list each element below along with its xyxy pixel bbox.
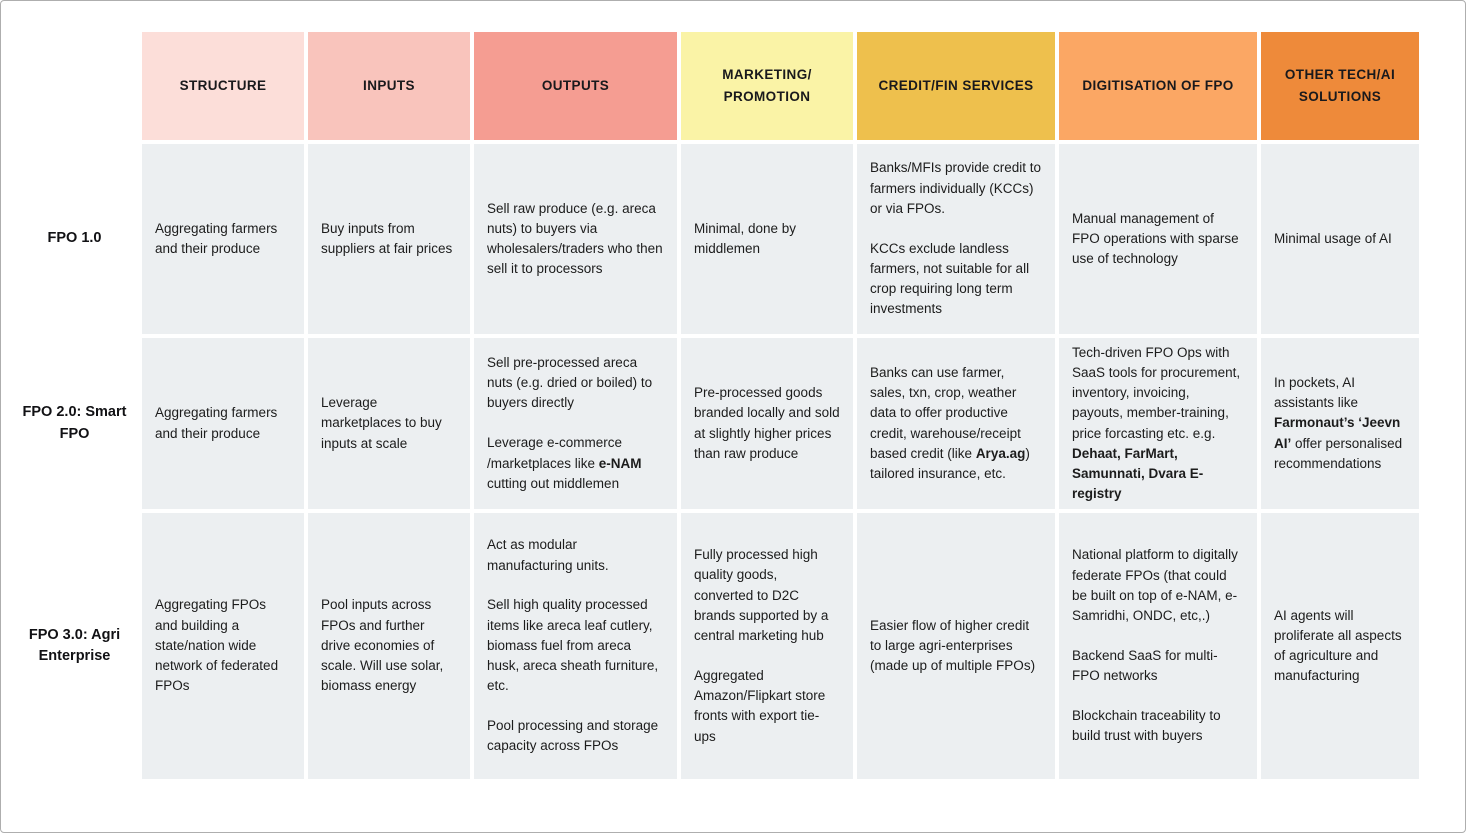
cell-fpo1-other-tech: Minimal usage of AI [1261,144,1419,334]
column-header-structure: STRUCTURE [142,32,304,140]
row-label-fpo-3-0: FPO 3.0: Agri Enterprise [28,626,121,664]
cell-fpo1-marketing: Minimal, done by middlemen [681,144,853,334]
column-header-marketing-promotion: MARKETING/ PROMOTION [681,32,853,140]
column-header-inputs: INPUTS [308,32,470,140]
row-label-fpo-1-0: FPO 1.0 [47,230,102,247]
column-header-other-tech-ai: OTHER TECH/AI SOLUTIONS [1261,32,1419,140]
cell-fpo1-digitisation: Manual management of FPO operations with… [1059,144,1257,334]
cell-fpo3-credit: Easier flow of higher credit to large ag… [857,513,1055,779]
fpo-comparison-table: STRUCTURE INPUTS OUTPUTS MARKETING/ PROM… [11,32,1419,779]
cell-fpo1-inputs: Buy inputs from suppliers at fair prices [308,144,470,334]
cell-fpo2-other-tech: In pockets, AI assistants like Farmonaut… [1261,338,1419,509]
cell-fpo2-outputs: Sell pre-processed areca nuts (e.g. drie… [474,338,677,509]
cell-fpo3-marketing: Fully processed high quality goods, conv… [681,513,853,779]
cell-fpo3-digitisation: National platform to digitally federate … [1059,513,1257,779]
cell-fpo2-marketing: Pre-processed goods branded locally and … [681,338,853,509]
column-header-outputs: OUTPUTS [474,32,677,140]
cell-fpo1-credit: Banks/MFIs provide credit to farmers ind… [857,144,1055,334]
cell-fpo3-other-tech: AI agents will proliferate all aspects o… [1261,513,1419,779]
cell-fpo3-structure: Aggregating FPOs and building a state/na… [142,513,304,779]
cell-fpo2-digitisation: Tech-driven FPO Ops with SaaS tools for … [1059,338,1257,509]
corner-spacer [11,32,138,140]
cell-fpo1-outputs: Sell raw produce (e.g. areca nuts) to bu… [474,144,677,334]
cell-fpo3-inputs: Pool inputs across FPOs and further driv… [308,513,470,779]
cell-fpo1-structure: Aggregating farmers and their produce [142,144,304,334]
row-label-fpo-2-0: FPO 2.0: Smart FPO [22,404,127,442]
cell-fpo2-structure: Aggregating farmers and their produce [142,338,304,509]
column-header-credit-fin-services: CREDIT/FIN SERVICES [857,32,1055,140]
column-header-digitisation-of-fpo: DIGITISATION OF FPO [1059,32,1257,140]
cell-fpo2-inputs: Leverage marketplaces to buy inputs at s… [308,338,470,509]
cell-fpo2-credit: Banks can use farmer, sales, txn, crop, … [857,338,1055,509]
cell-fpo3-outputs: Act as modular manufacturing units. Sell … [474,513,677,779]
